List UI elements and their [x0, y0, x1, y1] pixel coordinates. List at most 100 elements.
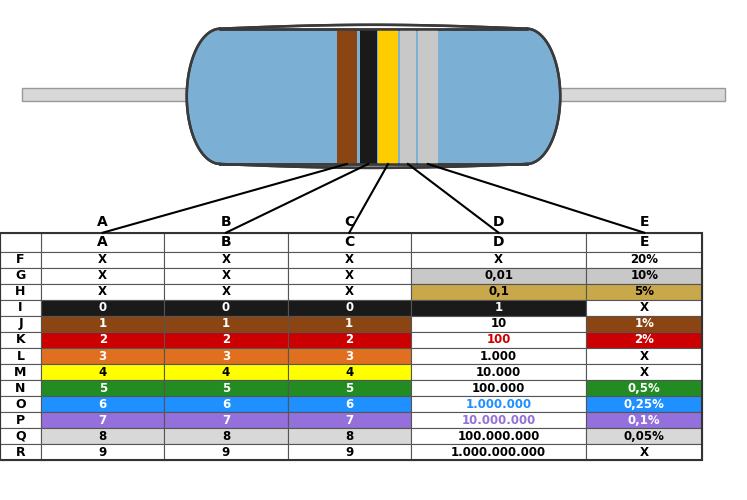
Text: E: E: [639, 215, 649, 229]
Bar: [378, 28, 398, 164]
Bar: [288, 412, 411, 428]
Bar: [288, 300, 411, 316]
Bar: [0, 252, 41, 268]
Bar: [586, 412, 702, 428]
Bar: [0, 300, 41, 316]
Text: 0: 0: [345, 302, 353, 314]
Bar: [164, 428, 288, 444]
Text: A: A: [97, 235, 108, 249]
Bar: [164, 268, 288, 283]
Bar: [411, 316, 586, 332]
Text: X: X: [639, 350, 649, 362]
Text: C: C: [344, 235, 354, 249]
Bar: [418, 28, 438, 164]
Bar: [288, 252, 411, 268]
Bar: [41, 232, 164, 252]
Text: G: G: [16, 269, 25, 282]
Text: 10.000.000: 10.000.000: [462, 414, 536, 427]
Text: X: X: [344, 286, 354, 298]
Bar: [586, 380, 702, 396]
Bar: [0, 232, 41, 252]
Text: 1: 1: [345, 318, 353, 330]
Text: 3: 3: [99, 350, 107, 362]
Text: I: I: [18, 302, 23, 314]
Text: X: X: [98, 269, 108, 282]
Bar: [41, 444, 164, 460]
Text: 0,25%: 0,25%: [624, 398, 665, 410]
Text: 8: 8: [222, 430, 230, 443]
Text: 7: 7: [345, 414, 353, 427]
Bar: [288, 364, 411, 380]
Text: 6: 6: [99, 398, 107, 410]
Text: X: X: [639, 302, 649, 314]
Bar: [164, 332, 288, 348]
Bar: [164, 444, 288, 460]
Bar: [586, 428, 702, 444]
Bar: [411, 444, 586, 460]
Bar: [586, 348, 702, 364]
Text: 3: 3: [345, 350, 353, 362]
Bar: [0, 268, 41, 283]
Text: 2: 2: [345, 334, 353, 346]
Bar: [411, 380, 586, 396]
Bar: [0, 332, 41, 348]
Bar: [41, 284, 164, 300]
Bar: [527, 88, 725, 101]
Text: 1%: 1%: [634, 318, 654, 330]
Bar: [0, 396, 41, 412]
Bar: [411, 300, 586, 316]
Text: 10.000: 10.000: [476, 366, 521, 378]
Bar: [164, 300, 288, 316]
Bar: [360, 28, 376, 164]
Text: 9: 9: [99, 446, 107, 459]
Ellipse shape: [493, 28, 560, 164]
Bar: [41, 332, 164, 348]
Text: B: B: [220, 235, 232, 249]
Text: 3: 3: [222, 350, 230, 362]
Bar: [288, 284, 411, 300]
Bar: [0, 316, 41, 332]
Text: 1: 1: [99, 318, 107, 330]
Text: C: C: [344, 215, 354, 229]
Bar: [411, 252, 586, 268]
Text: R: R: [16, 446, 25, 459]
Bar: [586, 396, 702, 412]
Bar: [288, 380, 411, 396]
Text: 0,1%: 0,1%: [628, 414, 660, 427]
Bar: [586, 364, 702, 380]
Text: K: K: [16, 334, 25, 346]
Ellipse shape: [187, 28, 254, 164]
Text: 4: 4: [99, 366, 107, 378]
Text: P: P: [16, 414, 25, 427]
Bar: [164, 232, 288, 252]
Text: 2: 2: [99, 334, 107, 346]
Bar: [411, 348, 586, 364]
Bar: [411, 332, 586, 348]
Text: 6: 6: [345, 398, 353, 410]
Text: 0,1: 0,1: [489, 286, 509, 298]
Bar: [0, 232, 702, 460]
Bar: [586, 268, 702, 283]
Bar: [41, 364, 164, 380]
Text: M: M: [14, 366, 27, 378]
Text: 0: 0: [222, 302, 230, 314]
Text: 8: 8: [345, 430, 353, 443]
Text: 100.000: 100.000: [472, 382, 525, 394]
Text: 1.000.000: 1.000.000: [465, 398, 532, 410]
Text: X: X: [344, 269, 354, 282]
Bar: [288, 396, 411, 412]
Text: E: E: [639, 235, 649, 249]
Bar: [0, 348, 41, 364]
Bar: [411, 364, 586, 380]
Text: A: A: [97, 215, 108, 229]
Bar: [164, 380, 288, 396]
Text: X: X: [639, 446, 649, 459]
Bar: [288, 428, 411, 444]
Bar: [586, 316, 702, 332]
Bar: [288, 348, 411, 364]
Bar: [41, 252, 164, 268]
Text: 9: 9: [222, 446, 230, 459]
Bar: [0, 412, 41, 428]
Text: Q: Q: [15, 430, 26, 443]
Bar: [288, 332, 411, 348]
